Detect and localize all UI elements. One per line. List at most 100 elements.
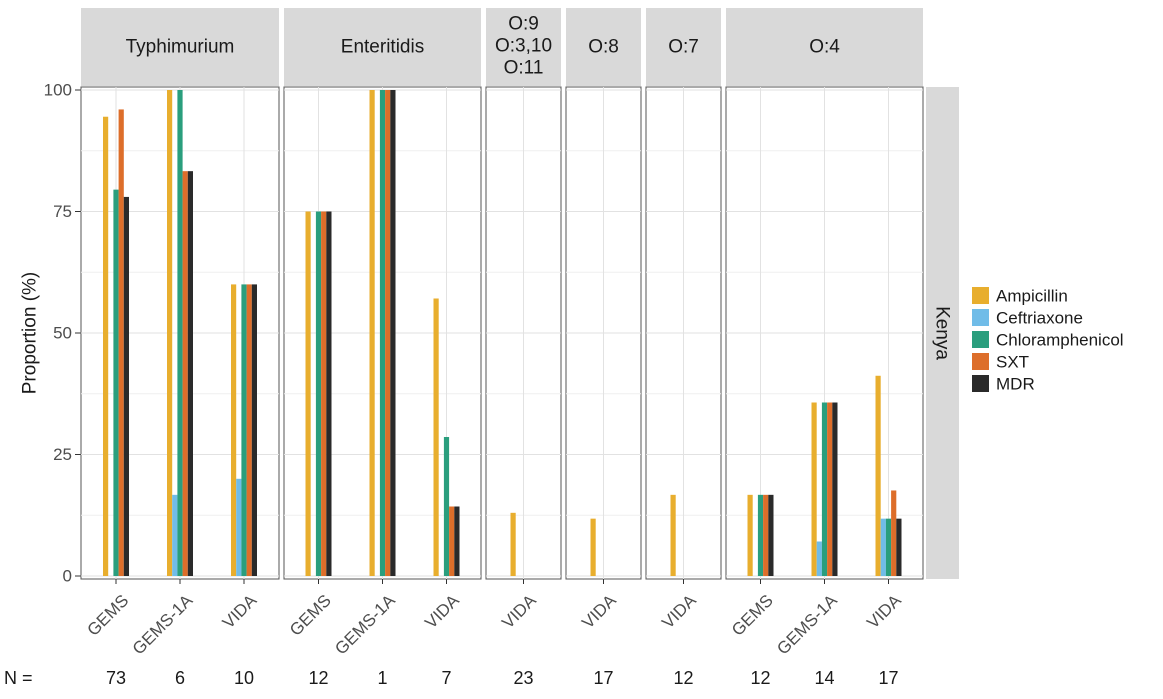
bar <box>885 518 892 576</box>
x-tick-label: VIDA <box>658 590 700 632</box>
x-tick-label: VIDA <box>498 590 540 632</box>
bar <box>369 90 375 576</box>
bar <box>433 298 439 576</box>
x-tick-label: VIDA <box>219 590 261 632</box>
bar <box>385 90 391 576</box>
bar <box>241 284 247 576</box>
bar <box>757 494 764 576</box>
bar <box>123 196 129 577</box>
n-count-label: 17 <box>593 668 613 688</box>
n-count-label: 12 <box>750 668 770 688</box>
bar <box>896 518 902 576</box>
bar <box>172 494 178 576</box>
column-strip <box>566 8 641 86</box>
strip-label: Enteritidis <box>341 37 424 58</box>
x-tick-label: VIDA <box>421 590 463 632</box>
bar <box>321 211 327 576</box>
bar <box>103 116 109 576</box>
bar <box>231 284 237 576</box>
strip-label: O:7 <box>668 37 699 58</box>
n-count-label: 23 <box>513 668 533 688</box>
bar <box>443 437 450 576</box>
y-axis-title: Proportion (%) <box>20 272 41 395</box>
bar <box>326 211 332 576</box>
row-strip-label: Kenya <box>932 306 953 360</box>
x-tick-label: VIDA <box>863 590 905 632</box>
strip-label: O:4 <box>809 37 840 58</box>
bar <box>315 211 322 576</box>
legend-swatch <box>972 353 989 370</box>
n-count-label: 7 <box>441 668 451 688</box>
legend-swatch <box>972 309 989 326</box>
bar <box>832 402 838 576</box>
bar <box>449 506 455 576</box>
row-strip <box>926 87 959 579</box>
strip-label: O:11 <box>504 58 544 79</box>
facet-panel: O:9O:3,10O:11 VIDA 23 <box>485 8 562 688</box>
y-tick-label: 100 <box>44 81 72 100</box>
bar <box>118 109 124 576</box>
bar <box>811 402 817 576</box>
bar <box>246 284 252 576</box>
legend: Ampicillin Ceftriaxone Chloramphenicol SXT M… <box>972 287 1124 394</box>
bar <box>880 518 886 576</box>
x-tick-label: GEMS-1A <box>773 590 841 658</box>
column-strip <box>646 8 721 86</box>
bar <box>821 402 828 576</box>
bar <box>763 494 769 576</box>
y-tick-label: 50 <box>53 324 72 343</box>
x-tick-label: GEMS <box>83 591 132 640</box>
bar <box>167 90 173 576</box>
bar <box>454 506 460 576</box>
bar <box>590 518 596 576</box>
bar <box>379 90 386 576</box>
bar <box>305 211 311 576</box>
x-tick-label: GEMS <box>286 591 335 640</box>
legend-label: SXT <box>996 353 1029 372</box>
strip-label: Typhimurium <box>126 37 235 58</box>
legend-swatch <box>972 331 989 348</box>
y-tick-label: 75 <box>53 202 72 221</box>
bar <box>187 171 193 577</box>
legend-label: Ceftriaxone <box>996 309 1083 328</box>
n-prefix: N = <box>4 668 33 688</box>
x-tick-label: GEMS <box>728 591 777 640</box>
bar <box>251 284 257 576</box>
n-count-label: 6 <box>175 668 185 688</box>
bar <box>182 171 188 577</box>
y-tick-label: 25 <box>53 445 72 464</box>
x-tick-label: VIDA <box>578 590 620 632</box>
bar <box>875 375 881 576</box>
bar <box>827 402 833 576</box>
facet-panel: O:8 VIDA 17 <box>565 8 642 688</box>
bar <box>510 512 516 576</box>
n-count-label: 14 <box>814 668 834 688</box>
bar <box>113 189 119 576</box>
n-count-label: 12 <box>673 668 693 688</box>
n-count-label: 17 <box>878 668 898 688</box>
bar <box>891 490 897 576</box>
column-strip <box>486 8 561 86</box>
legend-swatch <box>972 375 989 392</box>
bar <box>390 90 396 576</box>
bar <box>768 494 774 576</box>
strip-label: O:3,10 <box>495 36 552 57</box>
bar <box>747 494 753 576</box>
bar <box>816 541 822 576</box>
x-tick-label: GEMS-1A <box>331 590 399 658</box>
n-count-label: 73 <box>106 668 126 688</box>
legend-label: Ampicillin <box>996 287 1068 306</box>
legend-label: MDR <box>996 375 1035 394</box>
column-strip <box>81 8 279 86</box>
x-tick-label: GEMS-1A <box>129 590 197 658</box>
bar <box>670 494 676 576</box>
strip-label: O:8 <box>588 37 619 58</box>
bar <box>177 90 183 576</box>
column-strip <box>284 8 481 86</box>
n-count-label: 12 <box>308 668 328 688</box>
